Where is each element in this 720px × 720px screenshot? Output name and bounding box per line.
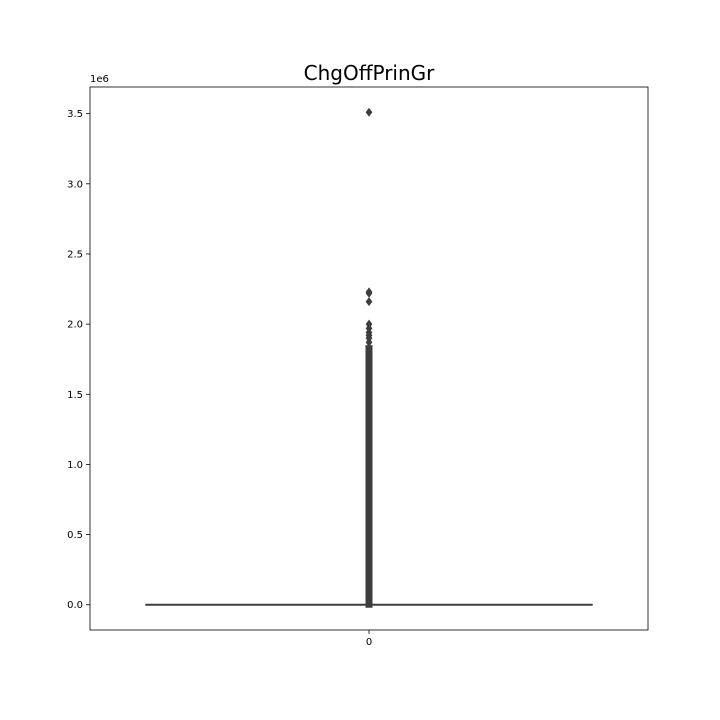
axes-frame xyxy=(89,86,649,631)
y-tick-label: 0.0 xyxy=(67,600,83,611)
outlier-band xyxy=(365,345,373,608)
chart-title: ChgOffPrinGr xyxy=(304,61,436,85)
y-tick-label: 0.5 xyxy=(67,530,83,541)
y-tick-label: 3.0 xyxy=(67,179,83,190)
y-tick-label: 1.5 xyxy=(67,390,83,401)
outlier-point xyxy=(365,287,373,297)
y-tick-label: 3.5 xyxy=(67,109,83,120)
plot-area: 0.0 0.5 1.0 1.5 2.0 2.5 3.0 3.5 0 xyxy=(67,107,593,648)
outlier-point xyxy=(365,297,373,307)
y-tick-label: 1.0 xyxy=(67,460,83,471)
outlier-point xyxy=(365,319,373,329)
x-tick-label: 0 xyxy=(366,637,372,648)
outlier-point xyxy=(365,107,373,117)
y-tick-label: 2.0 xyxy=(67,320,83,331)
y-tick-label: 2.5 xyxy=(67,249,83,260)
y-axis-offset-label: 1e6 xyxy=(90,74,109,85)
